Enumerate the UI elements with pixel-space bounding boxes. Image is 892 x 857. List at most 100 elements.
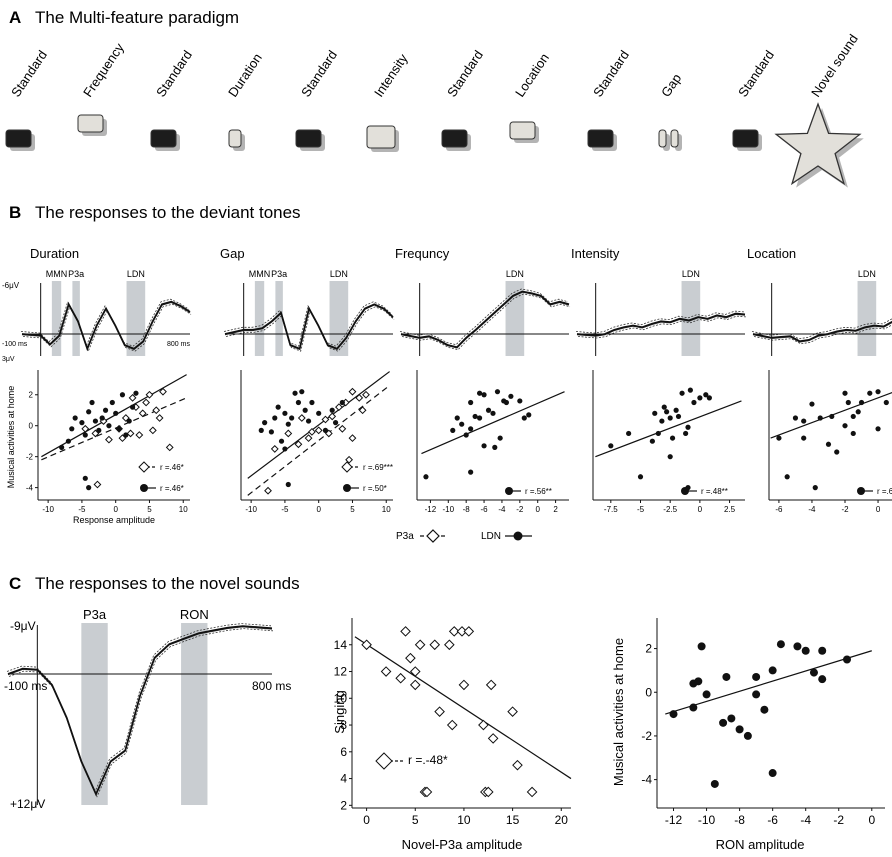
erp-top-label: -6μV	[2, 281, 20, 290]
location-tone-block	[509, 121, 536, 140]
p3a-point	[264, 486, 272, 495]
ldn-point	[492, 444, 498, 450]
standard-tone-block	[295, 129, 322, 148]
ldn-point	[664, 409, 670, 415]
p3a-point	[297, 414, 306, 422]
r-value: r =.46*	[160, 484, 184, 493]
stimulus-label: Standard	[590, 48, 632, 100]
stimulus-label: Duration	[225, 51, 265, 100]
x-tick-label: 20	[555, 813, 569, 827]
erp-trace-mean	[400, 290, 570, 349]
ldn-point	[285, 421, 291, 427]
ldn-point	[302, 407, 308, 413]
x-tick-label: -10	[698, 813, 716, 827]
erp-ci-lower	[751, 318, 892, 340]
p3a-point	[81, 424, 90, 433]
legend-p3a-label: P3a	[396, 531, 414, 542]
ldn-point	[82, 432, 88, 438]
ldn-point	[285, 481, 291, 488]
ldn-point	[829, 413, 835, 420]
p3a-point	[294, 440, 303, 449]
erp-ci-upper	[753, 324, 892, 345]
ldn-point	[282, 410, 288, 416]
stimulus-label: Frequency	[80, 40, 127, 100]
ldn-point	[258, 427, 264, 433]
x-tick-label: -6	[775, 505, 783, 514]
p3a-point	[126, 429, 135, 438]
x-tick-label: -10	[245, 505, 257, 514]
scatter-plot-gap: -10 -5 0 5 10 r =.69*** r =.50*	[240, 370, 393, 514]
ldn-point	[842, 390, 848, 396]
window-label: LDN	[506, 269, 524, 279]
y-tick-label: 0	[645, 685, 652, 699]
p3a-point	[128, 393, 137, 402]
ldn-point	[109, 399, 115, 406]
column-title: Location	[747, 246, 796, 261]
ldn-point	[517, 398, 523, 404]
x-tick-label: -4	[800, 813, 811, 827]
ldn-point	[463, 432, 469, 438]
p3a-point	[482, 786, 494, 798]
ldn-point	[649, 438, 655, 444]
erp-trace-mean	[7, 625, 273, 797]
ldn-point	[883, 399, 889, 406]
x-tick-label: 0	[698, 505, 703, 514]
fit-line-p3a	[354, 636, 572, 780]
x-tick-label: 5	[147, 505, 152, 514]
x-tick-label: -6	[767, 813, 778, 827]
ldn-point	[842, 423, 848, 429]
erp-plot-frequncy: LDN	[399, 269, 571, 356]
ron-y-label: Musical activities at home	[611, 638, 626, 786]
fit-line-ldn	[770, 391, 892, 439]
window-label: LDN	[330, 269, 348, 279]
ldn-point	[129, 404, 136, 410]
y-tick-label: 0	[29, 421, 34, 430]
ldn-point	[834, 449, 840, 455]
erp-ci-upper	[225, 306, 395, 352]
erp-plot-location: LDN	[751, 269, 892, 356]
ldn-point	[683, 430, 689, 437]
window-label: P3a	[83, 607, 107, 622]
window-ron-band	[181, 623, 208, 805]
ldn-point	[858, 399, 865, 406]
ldn-point	[825, 441, 832, 447]
ron-scatter: -12 -10 -8 -6 -4 -2 0 -4 -2 0 2	[641, 618, 885, 827]
standard-tone-block	[587, 129, 614, 148]
stimulus-label: Novel sound	[808, 31, 861, 99]
erp-plot-duration: MMN P3a LDN	[20, 269, 192, 356]
ldn-point	[801, 646, 810, 655]
ldn-point	[655, 430, 661, 437]
window-label: P3a	[271, 269, 287, 279]
p3a-point	[93, 480, 102, 489]
ldn-point	[792, 415, 799, 421]
y-tick-label: 2	[29, 390, 34, 399]
ldn-point	[262, 420, 268, 426]
ldn-point	[689, 703, 698, 712]
erp-ci-upper	[8, 628, 274, 798]
fit-line-ldn	[247, 371, 390, 479]
ldn-point	[459, 421, 465, 427]
ldn-point	[637, 474, 644, 480]
x-tick-label: -2	[516, 505, 524, 514]
y-tick-label: 8	[340, 718, 347, 732]
ldn-point	[305, 418, 312, 424]
p3a-point	[507, 706, 518, 717]
stimulus-label: Standard	[298, 48, 340, 100]
x-tick-label: 2	[553, 505, 558, 514]
stimulus-label: Gap	[658, 71, 684, 100]
ldn-point	[490, 410, 496, 416]
p3a-point	[463, 626, 475, 637]
column-title: Frequncy	[395, 246, 450, 261]
ldn-point	[697, 642, 706, 651]
ldn-point	[278, 438, 285, 444]
stimulus-label: Intensity	[371, 51, 411, 100]
ldn-point	[608, 443, 614, 449]
singing-x-label: Novel-P3a amplitude	[402, 837, 523, 852]
ldn-point	[793, 642, 802, 651]
window-ldn-band	[857, 281, 877, 356]
ldn-point	[626, 430, 632, 437]
standard-tone-block	[732, 129, 759, 148]
x-tick-label: -5	[637, 505, 645, 514]
r-value: r =.48**	[701, 487, 728, 496]
